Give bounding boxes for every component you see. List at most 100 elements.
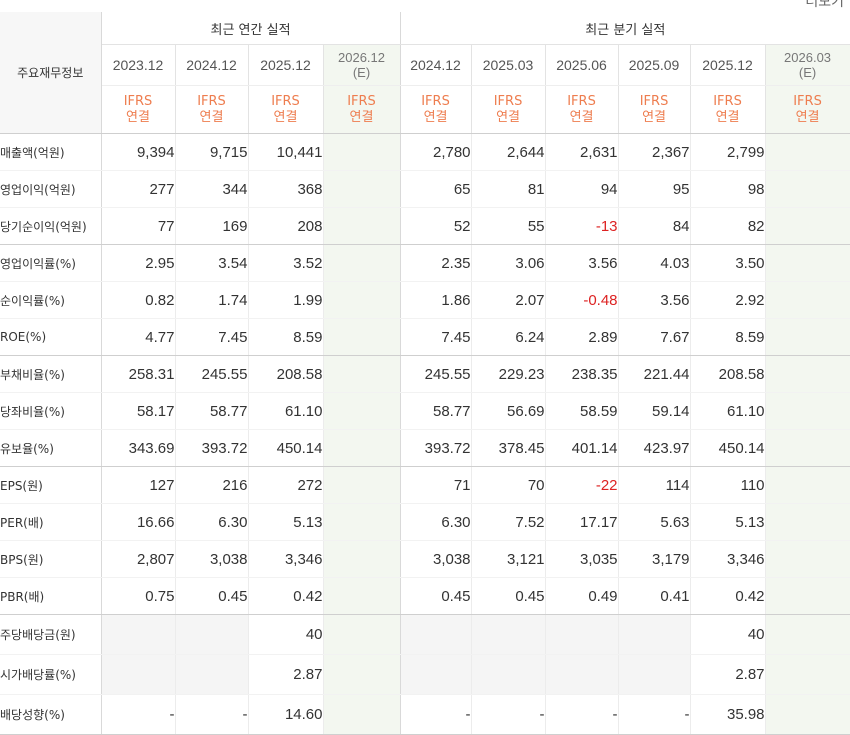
value-cell: 3.50: [690, 244, 766, 282]
value-cell: 245.55: [400, 355, 472, 393]
standard-bottom-label: 연결: [569, 109, 594, 125]
value-cell: [323, 281, 401, 319]
value-cell: 0.41: [618, 577, 691, 615]
value-cell: 2.35: [400, 244, 472, 282]
value-cell: 71: [400, 466, 472, 504]
value-cell: [765, 133, 850, 171]
value-cell: [175, 654, 249, 695]
value-cell: 272: [248, 466, 324, 504]
accounting-standard-link[interactable]: IFRS 연결: [618, 85, 691, 134]
value-cell: 7.67: [618, 318, 691, 356]
value-cell: [765, 170, 850, 208]
annual-group-title: 최근 연간 실적: [101, 12, 401, 45]
value-cell: 58.77: [175, 392, 249, 430]
value-cell: -: [545, 694, 619, 735]
row-label: 유보율(%): [0, 429, 102, 467]
value-cell: 2,644: [471, 133, 546, 171]
value-cell: 0.45: [400, 577, 472, 615]
value-cell: 98: [690, 170, 766, 208]
value-cell: 208.58: [248, 355, 324, 393]
period-header: 2024.12: [400, 44, 472, 86]
period-label: 2025.12: [260, 57, 311, 73]
value-cell: -: [175, 694, 249, 735]
value-cell: 40: [690, 614, 766, 655]
value-cell: [175, 614, 249, 655]
value-cell: [765, 281, 850, 319]
quarterly-group-title: 최근 분기 실적: [400, 12, 850, 45]
value-cell: 393.72: [175, 429, 249, 467]
value-cell: [101, 654, 176, 695]
value-cell: 5.13: [248, 503, 324, 541]
value-cell: [765, 392, 850, 430]
value-cell: 0.82: [101, 281, 176, 319]
row-label: BPS(원): [0, 540, 102, 578]
value-cell: 423.97: [618, 429, 691, 467]
value-cell: 3,179: [618, 540, 691, 578]
standard-bottom-label: 연결: [642, 109, 666, 125]
value-cell: 127: [101, 466, 176, 504]
value-cell: [765, 694, 850, 735]
value-cell: [323, 577, 401, 615]
value-cell: 3,035: [545, 540, 619, 578]
row-label: PBR(배): [0, 577, 102, 615]
value-cell: 344: [175, 170, 249, 208]
value-cell: [323, 318, 401, 356]
table-row: 부채비율(%) 258.31 245.55 208.58 245.55 229.23 238…: [0, 355, 850, 393]
standard-bottom-label: 연결: [715, 109, 740, 125]
value-cell: 2,367: [618, 133, 691, 171]
accounting-standard-link[interactable]: IFRS 연결: [690, 85, 766, 134]
value-cell: 4.03: [618, 244, 691, 282]
value-cell: 7.45: [175, 318, 249, 356]
accounting-standard-link[interactable]: IFRS 연결: [101, 85, 176, 134]
value-cell: [323, 694, 401, 735]
value-cell: 0.75: [101, 577, 176, 615]
period-label: 2025.12: [702, 57, 753, 73]
table-row: 당좌비율(%) 58.17 58.77 61.10 58.77 56.69 58.59 59.…: [0, 392, 850, 430]
value-cell: 3.56: [618, 281, 691, 319]
value-cell: 3.56: [545, 244, 619, 282]
accounting-standard-link[interactable]: IFRS 연결: [248, 85, 324, 134]
accounting-standard-link[interactable]: IFRS 연결: [175, 85, 249, 134]
period-header: 2025.12: [690, 44, 766, 86]
table-row: 유보율(%) 343.69 393.72 450.14 393.72 378.45 401.…: [0, 429, 850, 467]
value-cell: 277: [101, 170, 176, 208]
table-row: PER(배) 16.66 6.30 5.13 6.30 7.52 17.17 5.63 5.13: [0, 503, 850, 541]
more-link[interactable]: 더보기: [805, 0, 844, 10]
value-cell: 169: [175, 207, 249, 245]
period-header: 2025.06: [545, 44, 619, 86]
table-row: 순이익률(%) 0.82 1.74 1.99 1.86 2.07 -0.48 3.56 2.92: [0, 281, 850, 319]
value-cell: 450.14: [690, 429, 766, 467]
table-row: 배당성향(%) - -14.60- - - -35.98: [0, 694, 850, 735]
value-cell: 114: [618, 466, 691, 504]
value-cell: [618, 614, 691, 655]
value-cell: 229.23: [471, 355, 546, 393]
row-label: 영업이익(억원): [0, 170, 102, 208]
period-header: 2024.12: [175, 44, 249, 86]
value-cell: -22: [545, 466, 619, 504]
accounting-standard-link[interactable]: IFRS 연결: [471, 85, 546, 134]
value-cell: 4.77: [101, 318, 176, 356]
value-cell: 5.13: [690, 503, 766, 541]
value-cell: 70: [471, 466, 546, 504]
value-cell: 258.31: [101, 355, 176, 393]
value-cell: 17.17: [545, 503, 619, 541]
value-cell: [323, 133, 401, 171]
value-cell: 3,121: [471, 540, 546, 578]
value-cell: [765, 207, 850, 245]
table-row: PBR(배) 0.75 0.45 0.42 0.45 0.45 0.49 0.41 0.42: [0, 577, 850, 615]
standard-top-label: IFRS: [793, 93, 822, 109]
value-cell: -: [618, 694, 691, 735]
value-cell: 3,346: [248, 540, 324, 578]
accounting-standard-link[interactable]: IFRS 연결: [765, 85, 850, 134]
accounting-standard-link[interactable]: IFRS 연결: [545, 85, 619, 134]
value-cell: 2.95: [101, 244, 176, 282]
value-cell: [323, 466, 401, 504]
row-label: 주당배당금(원): [0, 614, 102, 655]
accounting-standard-link[interactable]: IFRS 연결: [400, 85, 472, 134]
row-label: 시가배당률(%): [0, 654, 102, 695]
value-cell: 2,631: [545, 133, 619, 171]
value-cell: 61.10: [248, 392, 324, 430]
accounting-standard-link[interactable]: IFRS 연결: [323, 85, 401, 134]
value-cell: 0.42: [248, 577, 324, 615]
period-label: 2024.12: [410, 57, 461, 73]
